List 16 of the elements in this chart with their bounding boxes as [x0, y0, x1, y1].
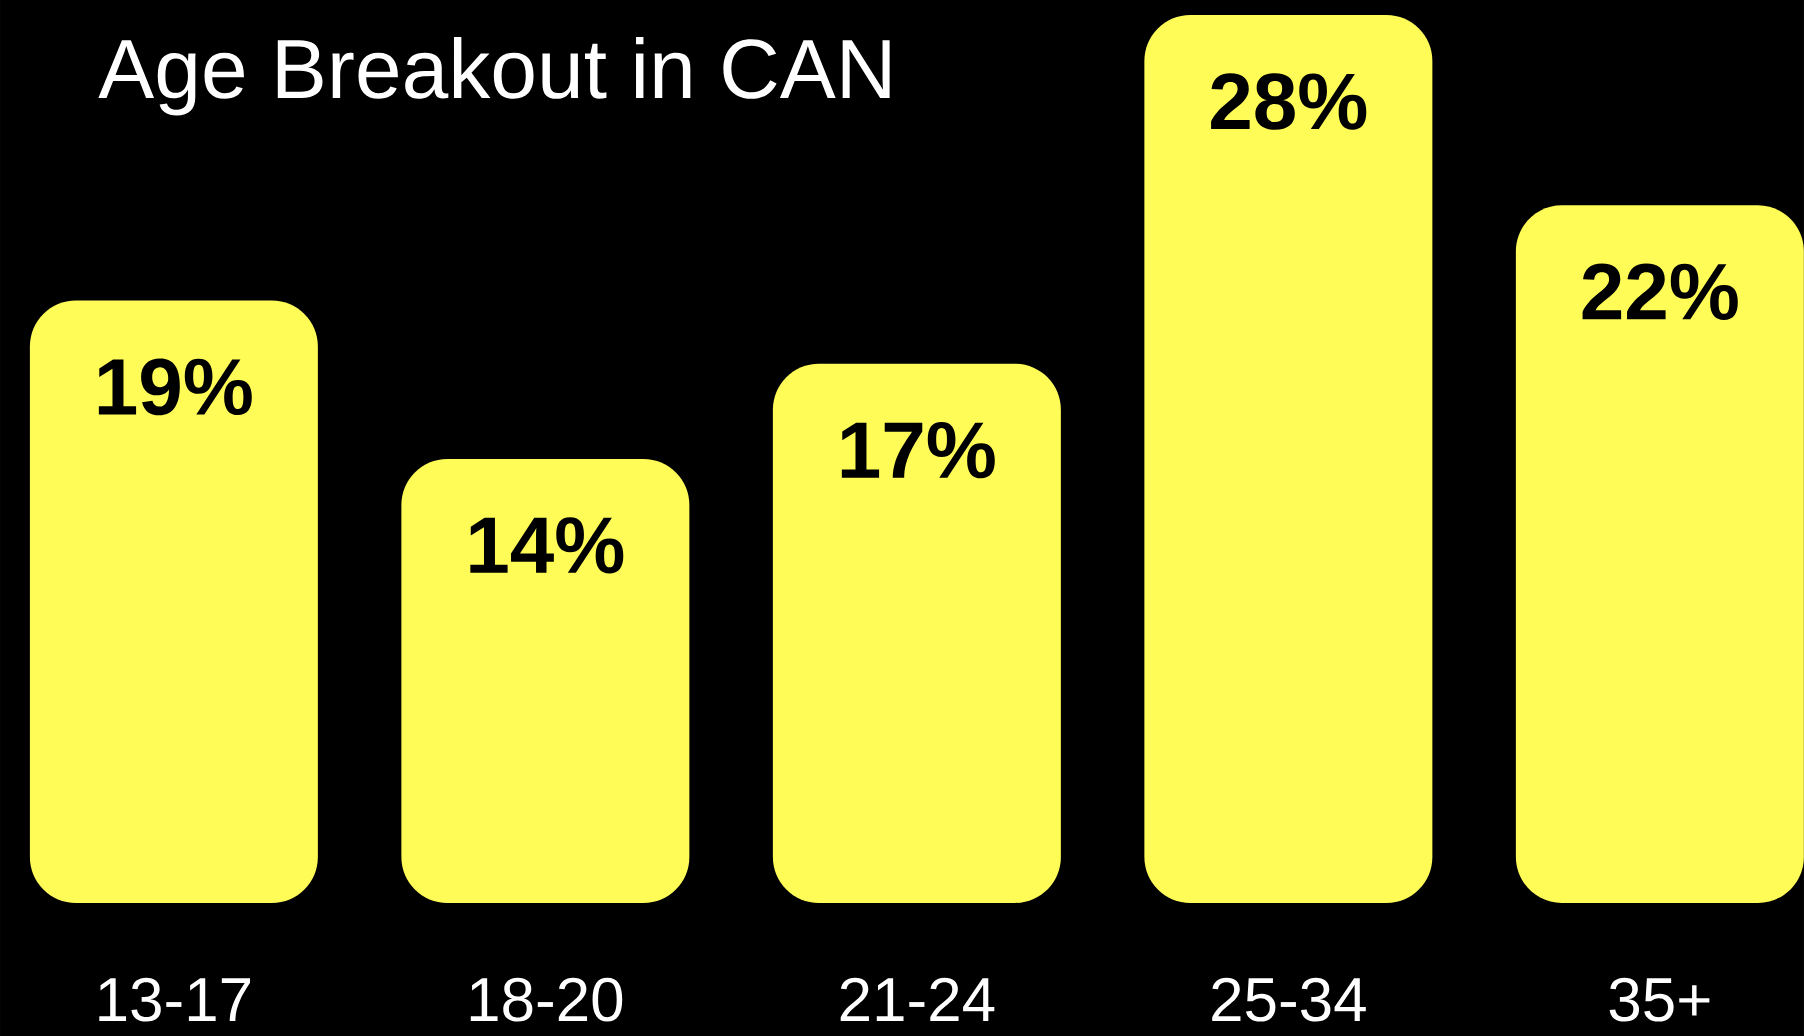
- bar: [29, 300, 318, 903]
- bar: [401, 459, 690, 903]
- bar: [1515, 205, 1804, 903]
- data-label: 19%: [98, 358, 252, 416]
- data-label: 22%: [1582, 263, 1738, 320]
- data-label: 14%: [470, 517, 624, 574]
- data-label: 28%: [1211, 73, 1367, 130]
- x-tick-label: 13-17: [99, 977, 251, 1022]
- x-tick-label: 35+: [1609, 977, 1710, 1022]
- data-label: 17%: [841, 422, 995, 479]
- bar: [772, 363, 1061, 903]
- x-tick-label: 25-34: [1212, 977, 1366, 1022]
- x-tick-label: 18-20: [470, 977, 623, 1022]
- x-tick-label: 21-24: [840, 977, 995, 1021]
- chart-title: Age Breakout in CAN: [98, 37, 890, 116]
- bar: [1144, 15, 1433, 903]
